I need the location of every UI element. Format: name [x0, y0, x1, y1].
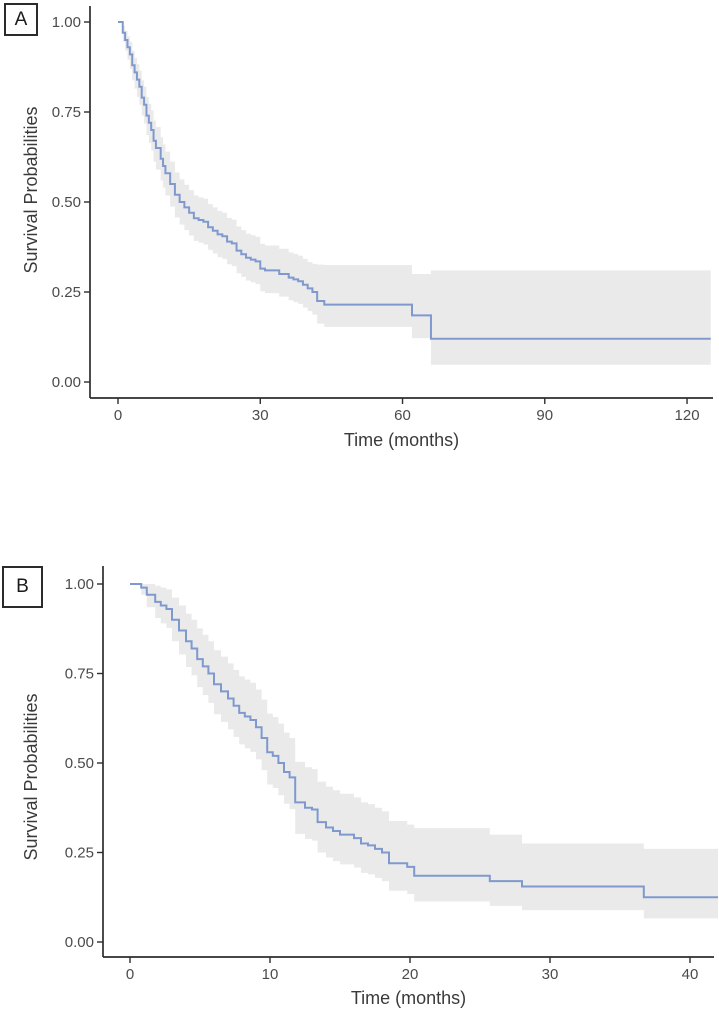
survival-curve	[130, 583, 718, 899]
panel-a: 0 30 60 90 120 0.00 0.25 0.50 0.75 1.00 A Surviva…	[0, 0, 719, 470]
panel-a-plot: 0 30 60 90 120 0.00 0.25 0.50 0.75 1.00	[52, 6, 713, 424]
panel-a-x-axis-title: Time (months)	[343, 430, 460, 450]
panel-a-label-box: A	[4, 3, 38, 36]
x-tick-label: 20	[402, 966, 419, 980]
y-tick-label: 0.50	[52, 194, 81, 211]
y-tick-label: 0.00	[65, 934, 94, 951]
y-tick-label: 0.75	[52, 104, 81, 121]
confidence-band	[118, 22, 711, 365]
panel-a-y-axis-title: Survival Probabilities	[21, 106, 41, 274]
y-tick-label: 0.50	[65, 755, 94, 772]
x-tick-label: 40	[682, 966, 699, 980]
survival-curve	[118, 21, 711, 340]
y-tick-label: 0.25	[52, 284, 81, 301]
panel-b-label: B	[16, 576, 29, 597]
y-tick-label: 0.75	[65, 666, 94, 683]
panel-b-plot: 0 10 20 30 40 0.00 0.25 0.50 0.75 1.00	[65, 566, 718, 980]
x-tick-label: 0	[126, 966, 134, 980]
panel-b-label-box: B	[2, 566, 43, 608]
x-tick-label: 60	[394, 407, 411, 424]
confidence-band	[130, 584, 718, 919]
x-tick-label: 30	[252, 407, 269, 424]
y-tick-label: 0.25	[65, 845, 94, 862]
panel-a-label: A	[14, 8, 28, 30]
x-tick-label: 120	[675, 407, 700, 424]
y-tick-label: 1.00	[65, 576, 94, 593]
x-tick-label: 10	[262, 966, 279, 980]
panel-b: 0 10 20 30 40 0.00 0.25 0.50 0.75 1.00 B Survival…	[0, 540, 719, 1016]
y-tick-label: 1.00	[52, 14, 81, 31]
panel-b-y-axis-title: Survival Probabilities	[21, 693, 41, 861]
x-tick-label: 90	[536, 407, 553, 424]
panel-b-x-axis-title: Time (months)	[350, 988, 467, 1008]
y-tick-label: 0.00	[52, 374, 81, 391]
x-tick-label: 0	[114, 407, 122, 424]
x-tick-label: 30	[542, 966, 559, 980]
